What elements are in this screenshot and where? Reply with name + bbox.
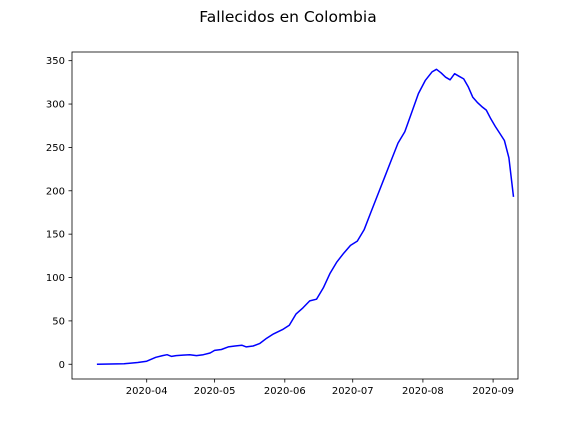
y-axis: 0 50 100 150 200 250 300 350 [46,56,72,371]
y-tick-label: 350 [46,56,65,67]
x-tick-label: 2020-04 [126,386,168,397]
x-tick-label: 2020-07 [332,386,374,397]
y-tick-label: 0 [59,360,65,371]
y-tick-label: 250 [46,143,65,154]
series-line [96,68,515,366]
y-tick-label: 200 [46,186,65,197]
x-axis: 2020-04 2020-05 2020-06 2020-07 2020-08 2020-… [126,379,514,397]
chart-title: Fallecidos en Colombia [199,8,376,26]
y-tick-label: 100 [46,273,65,284]
x-tick-label: 2020-05 [194,386,236,397]
y-tick-label: 50 [52,316,65,327]
plot-frame [71,51,519,380]
plot-area [96,68,515,366]
x-tick-label: 2020-09 [472,386,514,397]
y-tick-label: 150 [46,230,65,241]
x-tick-label: 2020-06 [264,386,306,397]
y-tick-label: 300 [46,100,65,111]
x-tick-label: 2020-08 [402,386,444,397]
